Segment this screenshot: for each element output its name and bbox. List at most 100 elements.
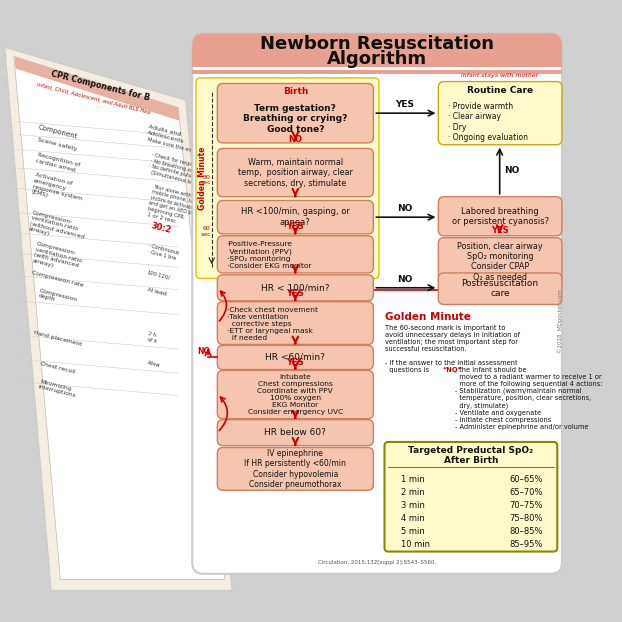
Text: Compression
depth: Compression depth (37, 288, 78, 308)
Text: 60–65%: 60–65% (509, 475, 542, 484)
Bar (192, 50, 562, 67)
FancyBboxPatch shape (192, 34, 562, 574)
Text: Activation of
emergency
response system
(EMS): Activation of emergency response system … (30, 173, 85, 207)
Text: HR <100/min, gasping, or
apnea?: HR <100/min, gasping, or apnea? (241, 208, 350, 227)
Text: Chest recoil: Chest recoil (40, 361, 75, 374)
FancyBboxPatch shape (217, 149, 373, 197)
Text: , the infant should be
  moved to a radiant warmer to receive 1 or
  more of the: , the infant should be moved to a radian… (455, 367, 603, 430)
Text: 100-120/: 100-120/ (147, 269, 171, 280)
Text: · Continuous
· Give 1 bre: · Continuous · Give 1 bre (147, 243, 180, 261)
Text: Make sure the environment is s: Make sure the environment is s (147, 137, 229, 162)
Text: Circulation. 2015;132[suppl 2]:S543–S560.: Circulation. 2015;132[suppl 2]:S543–S560… (318, 560, 436, 565)
FancyBboxPatch shape (217, 302, 373, 345)
Text: Your alone without a
mobile phone, leave
victim to activate EMS
and get an AED b: Your alone without a mobile phone, leave… (147, 183, 209, 225)
Text: NO: NO (504, 166, 520, 175)
Text: infant stays with mother: infant stays with mother (462, 73, 539, 78)
Text: 85–95%: 85–95% (509, 540, 542, 549)
Text: Targeted Preductal SpO₂: Targeted Preductal SpO₂ (408, 446, 534, 455)
Text: Infant, Child, Adolescent, and Adult BLS Hea: Infant, Child, Adolescent, and Adult BLS… (35, 81, 150, 115)
Text: 75–80%: 75–80% (509, 514, 542, 522)
Text: Compression rate: Compression rate (31, 270, 84, 288)
Text: Warm, maintain normal
temp,  position airway, clear
secretions, dry, stimulate: Warm, maintain normal temp, position air… (238, 158, 353, 187)
Text: 1 min: 1 min (401, 475, 425, 484)
Text: Birth: Birth (282, 87, 308, 96)
Text: 30:2: 30:2 (151, 221, 173, 234)
Text: Position, clear airway
SpO₂ monitoring
Consider CPAP
O₂ as needed: Position, clear airway SpO₂ monitoring C… (457, 242, 543, 282)
Polygon shape (14, 57, 225, 580)
FancyBboxPatch shape (217, 83, 373, 143)
Text: Postresuscitation
care: Postresuscitation care (462, 279, 539, 299)
Text: Golden Minute: Golden Minute (384, 312, 470, 322)
FancyBboxPatch shape (192, 34, 562, 67)
Text: NO: NO (397, 205, 412, 213)
Text: - If the answer to the initial assessment
  questions is: - If the answer to the initial assessmen… (384, 360, 517, 373)
Text: YES: YES (287, 222, 304, 231)
Text: IV epinephrine
If HR persistently <60/min
Consider hypovolemia
Consider pneumoth: IV epinephrine If HR persistently <60/mi… (244, 449, 346, 489)
Text: Allow: Allow (147, 360, 161, 368)
Text: YES: YES (287, 358, 304, 367)
Text: 70–75%: 70–75% (509, 501, 542, 509)
Text: HR < 100/min?: HR < 100/min? (261, 283, 330, 292)
Text: HR <60/min?: HR <60/min? (266, 353, 325, 362)
Text: Adults and
Adolescents: Adults and Adolescents (147, 124, 186, 144)
Text: CPR Components for B: CPR Components for B (50, 70, 151, 103)
Text: ·Check chest movement
·Take ventilation
  corrective steps
·ETT or laryngeal mas: ·Check chest movement ·Take ventilation … (226, 307, 318, 341)
FancyBboxPatch shape (196, 78, 379, 279)
FancyBboxPatch shape (217, 345, 373, 369)
Text: NO: NO (289, 135, 302, 144)
Text: 2 min: 2 min (401, 488, 425, 496)
FancyBboxPatch shape (217, 371, 373, 419)
Text: Newborn Resuscitation: Newborn Resuscitation (260, 35, 494, 53)
Text: ·Positive-Pressure
 Ventilation (PPV)
·SPO₂ monitoring
·Consider EKG monitor: ·Positive-Pressure Ventilation (PPV) ·SP… (226, 241, 311, 269)
Text: · Check for responsiveness
· No breathing or only gasp
· No definite pulse felt : · Check for responsiveness · No breathin… (147, 152, 220, 191)
Text: Minimizing
interruptions: Minimizing interruptions (37, 379, 78, 399)
Text: 10 min: 10 min (401, 540, 430, 549)
Text: Compression-
ventilation ratio
(with advanced
airway): Compression- ventilation ratio (with adv… (32, 241, 83, 275)
FancyBboxPatch shape (217, 275, 373, 301)
Text: The 60-second mark is important to
avoid unnecessary delays in initiation of
ven: The 60-second mark is important to avoid… (384, 325, 519, 352)
Text: “NO”: “NO” (442, 367, 462, 373)
Text: 3 min: 3 min (401, 501, 425, 509)
FancyBboxPatch shape (384, 442, 557, 552)
Text: ©2018  MDpocket.com: ©2018 MDpocket.com (557, 289, 563, 353)
Text: YES: YES (287, 289, 304, 298)
Text: · Provide warmth
· Clear airway
· Dry
· Ongoing evaluation: · Provide warmth · Clear airway · Dry · … (448, 102, 527, 142)
Text: Algorithm: Algorithm (327, 50, 427, 68)
FancyBboxPatch shape (217, 420, 373, 446)
Text: 4 min: 4 min (401, 514, 425, 522)
Text: After Birth: After Birth (443, 456, 498, 465)
Polygon shape (4, 47, 232, 590)
Text: YES: YES (491, 226, 509, 234)
FancyBboxPatch shape (439, 273, 562, 305)
FancyBboxPatch shape (217, 200, 373, 234)
Text: 30
sec: 30 sec (201, 175, 211, 185)
Text: Hand placement: Hand placement (33, 330, 82, 347)
Text: NO: NO (397, 275, 412, 284)
Text: 5 min: 5 min (401, 527, 425, 536)
FancyBboxPatch shape (217, 236, 373, 273)
Text: 60
sec: 60 sec (201, 226, 211, 236)
FancyArrowPatch shape (219, 397, 228, 430)
Polygon shape (14, 57, 179, 121)
FancyBboxPatch shape (439, 197, 562, 236)
FancyBboxPatch shape (439, 81, 562, 145)
FancyArrowPatch shape (219, 291, 226, 321)
Text: Component: Component (37, 124, 78, 140)
Bar (192, 70, 562, 74)
FancyBboxPatch shape (439, 238, 562, 286)
Text: Compression-
ventilation ratio
(without advanced
airway): Compression- ventilation ratio (without … (27, 210, 88, 245)
Text: 80–85%: 80–85% (509, 527, 542, 536)
Text: Labored breathing
or persistent cyanosis?: Labored breathing or persistent cyanosis… (452, 207, 549, 226)
Text: Golden Minute: Golden Minute (198, 147, 207, 210)
Text: At least: At least (147, 287, 167, 297)
Text: 1 or 2 resc: 1 or 2 resc (147, 211, 176, 223)
Text: Recognition of
cardiac arrest: Recognition of cardiac arrest (35, 152, 80, 173)
Text: Routine Care: Routine Care (467, 86, 533, 95)
Text: Term gestation?
Breathing or crying?
Good tone?: Term gestation? Breathing or crying? Goo… (243, 104, 348, 134)
FancyBboxPatch shape (217, 448, 373, 490)
Text: 2 h
of h: 2 h of h (147, 332, 159, 344)
Text: Scene safety: Scene safety (37, 137, 78, 152)
Text: 65–70%: 65–70% (509, 488, 542, 496)
Text: YES: YES (396, 101, 414, 109)
Text: NO: NO (197, 347, 210, 356)
